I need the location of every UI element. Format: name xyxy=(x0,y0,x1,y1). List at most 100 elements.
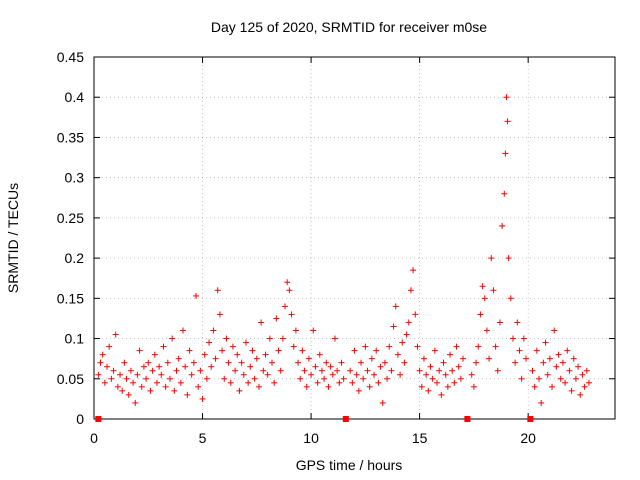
data-point xyxy=(186,347,193,354)
data-point xyxy=(360,375,367,382)
data-point xyxy=(112,331,119,338)
data-point xyxy=(381,359,388,366)
data-point xyxy=(273,315,280,322)
data-point xyxy=(384,375,391,382)
data-point xyxy=(581,383,588,390)
data-point xyxy=(366,383,373,390)
data-point xyxy=(290,343,297,350)
data-point xyxy=(216,311,223,318)
data-point xyxy=(433,379,440,386)
data-point xyxy=(236,387,243,394)
data-point xyxy=(460,355,467,362)
data-point xyxy=(95,371,102,378)
data-point xyxy=(134,371,141,378)
data-point xyxy=(219,347,226,354)
y-tick-label: 0.05 xyxy=(57,371,84,387)
data-point xyxy=(583,367,590,374)
data-point xyxy=(305,355,312,362)
data-point xyxy=(416,367,423,374)
data-point xyxy=(564,347,571,354)
data-point xyxy=(238,359,245,366)
data-point xyxy=(97,359,104,366)
data-point xyxy=(355,387,362,394)
data-point xyxy=(125,391,132,398)
data-point xyxy=(286,287,293,294)
x-tick-label: 0 xyxy=(90,430,98,446)
data-point xyxy=(566,367,573,374)
data-point xyxy=(492,343,499,350)
data-point xyxy=(494,367,501,374)
data-point xyxy=(403,331,410,338)
data-point xyxy=(529,367,536,374)
data-point xyxy=(212,355,219,362)
data-point xyxy=(347,367,354,374)
data-point xyxy=(143,375,150,382)
data-point xyxy=(516,347,523,354)
data-point xyxy=(223,335,230,342)
data-point xyxy=(208,363,215,370)
data-point xyxy=(227,379,234,386)
data-point xyxy=(249,347,256,354)
data-point xyxy=(214,287,221,294)
x-tick-label: 20 xyxy=(520,430,536,446)
data-point xyxy=(486,355,493,362)
data-point xyxy=(483,327,490,334)
data-point xyxy=(197,367,204,374)
data-point xyxy=(358,359,365,366)
data-point xyxy=(136,347,143,354)
data-point xyxy=(171,387,178,394)
data-point xyxy=(401,359,408,366)
data-point xyxy=(481,295,488,302)
data-point xyxy=(420,355,427,362)
data-point xyxy=(247,363,254,370)
data-point xyxy=(414,343,421,350)
data-point xyxy=(229,343,236,350)
data-point xyxy=(334,367,341,374)
data-point xyxy=(190,359,197,366)
data-point xyxy=(442,371,449,378)
data-point xyxy=(321,375,328,382)
data-point xyxy=(392,303,399,310)
data-point xyxy=(570,355,577,362)
data-point xyxy=(429,375,436,382)
data-point xyxy=(455,363,462,370)
x-tick-label: 10 xyxy=(303,430,319,446)
data-point xyxy=(292,327,299,334)
y-tick-label: 0 xyxy=(76,411,84,427)
data-point xyxy=(210,327,217,334)
data-point xyxy=(188,371,195,378)
y-tick-label: 0.3 xyxy=(65,170,85,186)
data-point xyxy=(353,371,360,378)
data-point xyxy=(297,375,304,382)
data-point xyxy=(318,367,325,374)
x-tick-label: 15 xyxy=(412,430,428,446)
data-point xyxy=(110,367,117,374)
data-point xyxy=(490,287,497,294)
data-point xyxy=(175,355,182,362)
data-point xyxy=(427,363,434,370)
data-point xyxy=(447,351,454,358)
data-point xyxy=(156,363,163,370)
data-point xyxy=(266,335,273,342)
data-point xyxy=(575,363,582,370)
data-point xyxy=(323,359,330,366)
data-point xyxy=(169,335,176,342)
data-point xyxy=(418,383,425,390)
data-point xyxy=(399,339,406,346)
data-point xyxy=(475,343,482,350)
data-point xyxy=(138,383,145,390)
data-point xyxy=(245,379,252,386)
data-point xyxy=(114,383,121,390)
data-point xyxy=(557,375,564,382)
data-point xyxy=(331,335,338,342)
data-point xyxy=(496,319,503,326)
tick-labels: 0 0.05 0.1 0.15 0.2 0.25 0.3 0.35 0.4 0.45 0 5 10 15 2… xyxy=(57,49,536,446)
data-point xyxy=(117,371,124,378)
data-point xyxy=(518,375,525,382)
data-point xyxy=(368,355,375,362)
data-point xyxy=(375,379,382,386)
data-point xyxy=(425,387,432,394)
data-point xyxy=(308,371,315,378)
data-point xyxy=(166,375,173,382)
